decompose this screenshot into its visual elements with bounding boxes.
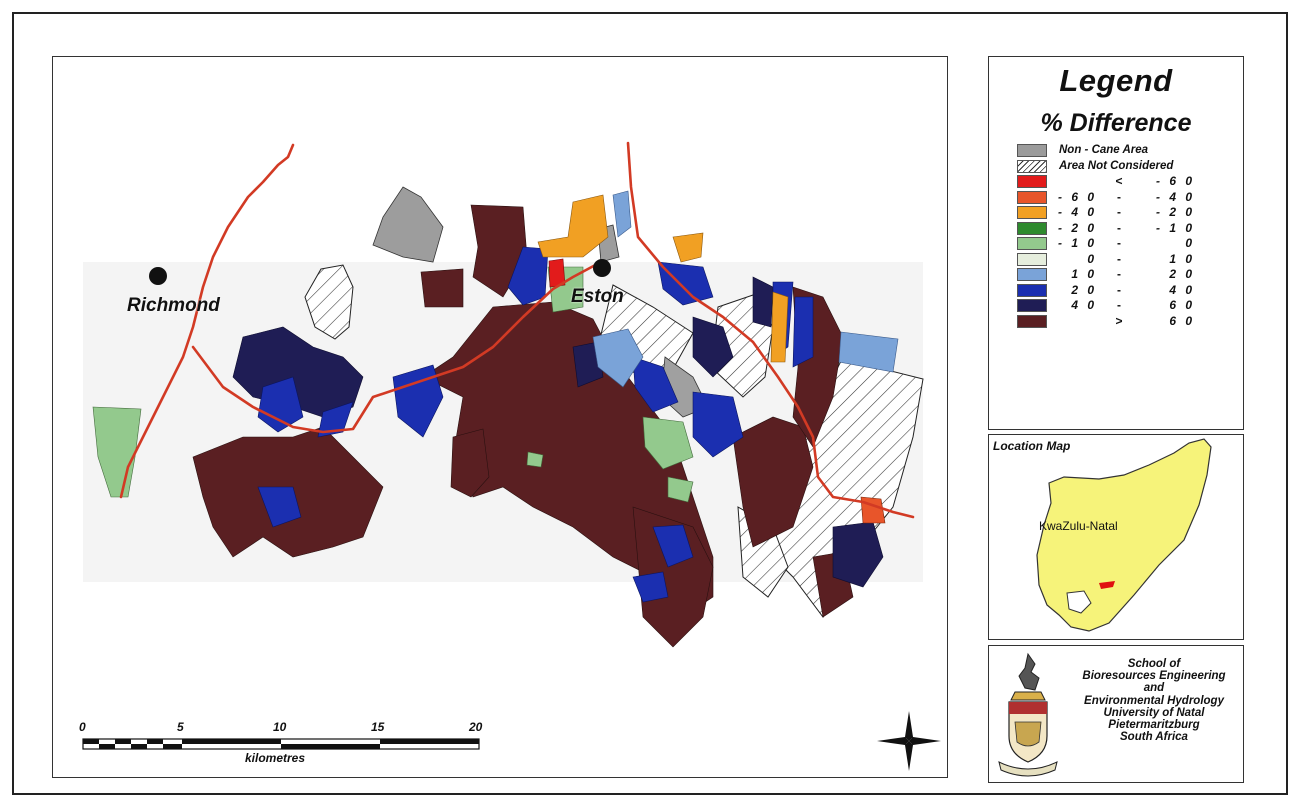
legend-range-sep: - xyxy=(1117,251,1121,266)
kwazulu-natal-outline[interactable] xyxy=(989,435,1243,639)
scale-tick-0: 0 xyxy=(79,720,86,734)
legend-list: Non - Cane Area Area Not Considered < - 6 0… xyxy=(1017,143,1242,329)
legend-item: 1 0 - 2 0 xyxy=(1017,267,1242,283)
legend-range-lo: - 6 0 xyxy=(1057,189,1097,204)
legend-swatch xyxy=(1017,175,1047,189)
legend-item: - 1 0 - 0 xyxy=(1017,236,1242,252)
scale-tick-10: 10 xyxy=(273,720,287,734)
eston-marker[interactable] xyxy=(593,259,611,277)
legend-swatch xyxy=(1017,283,1047,297)
legend-range-lo: - 4 0 xyxy=(1057,205,1097,219)
legend-swatch xyxy=(1017,299,1047,313)
legend-item: 0 - 1 0 xyxy=(1017,252,1242,268)
town-label-eston: Eston xyxy=(571,286,624,307)
legend-range-sep: - xyxy=(1117,189,1121,204)
institution-line: Pietermaritzburg xyxy=(1108,719,1200,732)
scale-tick-20: 20 xyxy=(469,720,483,734)
legend-range-hi: - 2 0 xyxy=(1155,205,1195,219)
legend-title: Legend xyxy=(1059,63,1173,98)
legend-item: - 4 0 - - 2 0 xyxy=(1017,205,1242,221)
institution-line: South Africa xyxy=(1120,731,1188,744)
legend-range-hi: 0 xyxy=(1185,236,1195,250)
legend-swatch xyxy=(1017,252,1047,266)
legend-item: < - 6 0 xyxy=(1017,174,1242,190)
study-area-highlight xyxy=(1099,581,1115,589)
legend-range-hi: 4 0 xyxy=(1169,282,1195,297)
main-map[interactable]: Richmond Eston 0 5 10 15 20 kilometres xyxy=(52,56,948,778)
legend-range-sep: - xyxy=(1117,282,1121,297)
legend-item: 2 0 - 4 0 xyxy=(1017,283,1242,299)
university-crest-icon xyxy=(998,652,1058,777)
legend-range-hi: - 1 0 xyxy=(1155,220,1195,235)
scale-tick-15: 15 xyxy=(371,720,385,734)
province-label: KwaZulu-Natal xyxy=(1039,519,1118,533)
legend-item: >6 0 xyxy=(1017,314,1242,330)
legend-item-label: Area Not Considered xyxy=(1059,159,1174,172)
road-north-east xyxy=(626,141,915,519)
institution-panel: School of Bioresources Engineering and Envi… xyxy=(988,645,1244,783)
legend-item-label: Non - Cane Area xyxy=(1059,144,1149,156)
legend-range-lo: - 1 0 xyxy=(1057,236,1097,250)
legend-item: 4 0 - 6 0 xyxy=(1017,298,1242,314)
legend-swatch xyxy=(1017,237,1047,251)
legend-range-hi: 6 0 xyxy=(1169,298,1195,312)
legend-range-sep: - xyxy=(1117,267,1121,281)
town-label-richmond: Richmond xyxy=(127,295,220,316)
legend-swatch xyxy=(1017,190,1047,204)
legend-range-sep: - xyxy=(1117,236,1121,250)
legend-range-sep: - xyxy=(1117,298,1121,312)
difference-minus40-to-minus20[interactable] xyxy=(537,194,789,363)
scale-unit-label: kilometres xyxy=(245,751,306,765)
legend-range-sep: - xyxy=(1117,205,1121,219)
north-arrow-icon xyxy=(877,711,941,771)
scale-bar xyxy=(82,738,480,750)
institution-line: Bioresources Engineering xyxy=(1082,670,1226,683)
legend-range-hi: 6 0 xyxy=(1169,313,1195,328)
legend-range-hi: 2 0 xyxy=(1169,267,1195,281)
road-main xyxy=(191,260,603,434)
difference-minus10-to-0[interactable] xyxy=(92,266,694,503)
roads xyxy=(119,141,915,519)
legend-range-sep: < xyxy=(1115,174,1123,188)
legend-range-lo: 4 0 xyxy=(1071,298,1097,312)
legend-swatch xyxy=(1017,144,1047,158)
institution-line: University of Natal xyxy=(1103,706,1205,719)
richmond-marker[interactable] xyxy=(149,267,167,285)
legend-subtitle: % Difference xyxy=(1040,109,1192,137)
difference-minus60-to-minus40[interactable] xyxy=(860,496,886,524)
legend-swatch xyxy=(1017,221,1047,235)
legend-range-sep: - xyxy=(1117,220,1121,235)
road-north-west xyxy=(119,143,295,499)
location-map-title: Location Map xyxy=(993,439,1071,453)
legend-swatch xyxy=(1017,206,1047,220)
legend-range-lo: 2 0 xyxy=(1071,282,1097,297)
scale-tick-5: 5 xyxy=(177,720,184,734)
difference-gt-60[interactable] xyxy=(192,204,854,648)
institution-text: School of Bioresources Engineering and Envi… xyxy=(1065,658,1243,743)
legend-item: Area Not Considered xyxy=(1017,159,1242,175)
institution-line: and xyxy=(1143,682,1165,695)
legend-range-hi: - 4 0 xyxy=(1155,189,1195,204)
legend-range-lo: - 2 0 xyxy=(1057,220,1097,235)
institution-line: Environmental Hydrology xyxy=(1084,694,1224,707)
legend-item: - 6 0 - - 4 0 xyxy=(1017,190,1242,206)
legend-panel: Legend % Difference Non - Cane Area Area … xyxy=(988,56,1244,430)
legend-swatch xyxy=(1017,268,1047,282)
location-map-panel: Location Map KwaZulu-Natal xyxy=(988,434,1244,640)
legend-swatch xyxy=(1017,159,1047,173)
difference-lt-minus60[interactable] xyxy=(548,258,566,288)
legend-item: - 2 0 - - 1 0 xyxy=(1017,221,1242,237)
difference-10-to-20[interactable] xyxy=(592,190,899,388)
legend-range-hi: - 6 0 xyxy=(1155,174,1195,188)
legend-range-lo: 0 xyxy=(1087,251,1097,266)
legend-range-sep: > xyxy=(1115,313,1123,328)
page-border xyxy=(12,12,1288,795)
legend-item: Non - Cane Area xyxy=(1017,143,1242,159)
map-canvas[interactable] xyxy=(53,57,948,778)
legend-swatch xyxy=(1017,314,1047,328)
legend-range-lo: 1 0 xyxy=(1071,267,1097,281)
institution-line: School of xyxy=(1127,658,1181,670)
legend-range-hi: 1 0 xyxy=(1169,251,1195,266)
